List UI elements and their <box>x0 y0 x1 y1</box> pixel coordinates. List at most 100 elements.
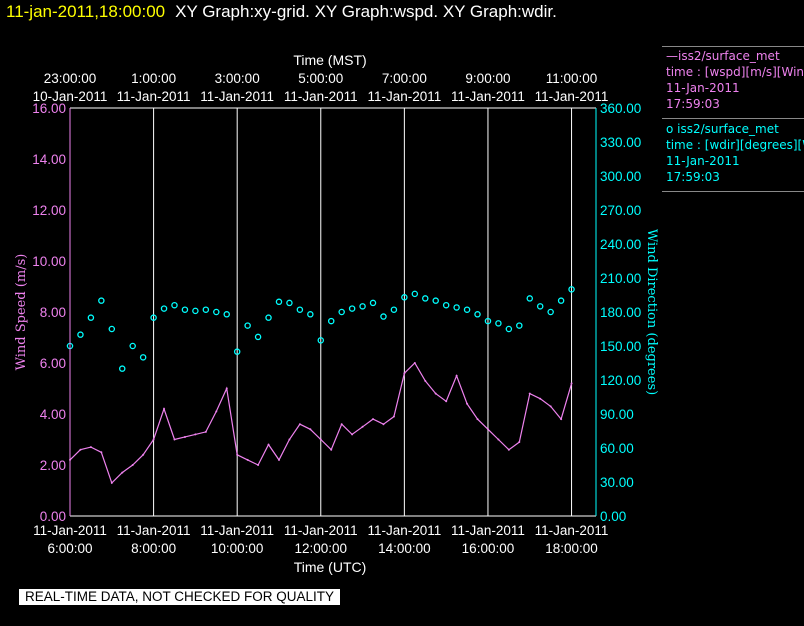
wind-direction-point <box>348 305 356 312</box>
wind-speed-point <box>486 428 489 431</box>
x2-axis-title: Time (MST) <box>293 52 366 68</box>
legend-entry-wspd: —iss2/surface_met time : [wspd][m/s][Win… <box>666 48 804 112</box>
wind-direction-point <box>327 317 335 325</box>
y2-tick-label: 270.00 <box>600 203 641 218</box>
x-tick-date: 11-Jan-2011 <box>117 523 191 538</box>
wind-speed-point <box>434 392 437 395</box>
x-tick-time: 8:00:00 <box>131 541 176 556</box>
wind-direction-point <box>87 314 95 321</box>
wind-direction-point <box>77 331 84 338</box>
y2-tick-label: 180.00 <box>600 305 641 320</box>
wind-direction-point <box>505 325 513 333</box>
wind-speed-series <box>69 362 573 484</box>
legend-wspd-date: 11-Jan-2011 <box>666 81 740 95</box>
wind-speed-point <box>110 481 113 484</box>
wind-speed-point <box>267 443 270 446</box>
wind-direction-point <box>536 303 544 310</box>
wind-direction-point <box>359 303 366 310</box>
x-tick-time: 10:00:00 <box>211 541 264 556</box>
wind-direction-point <box>474 311 481 318</box>
y2-axis-title: Wind Direction (degrees) <box>644 229 659 395</box>
wind-speed-point <box>246 458 249 461</box>
wind-direction-point <box>516 322 523 329</box>
y2-tick-label: 0.00 <box>600 509 626 524</box>
wind-speed-point <box>225 387 228 390</box>
wind-speed-point <box>518 441 521 444</box>
wind-direction-point <box>390 306 398 313</box>
wind-speed-point <box>351 433 354 436</box>
wind-direction-point <box>202 306 210 313</box>
wind-direction-point <box>317 337 325 344</box>
wind-speed-point <box>236 453 239 456</box>
y-axis-title: Wind Speed (m/s) <box>14 254 29 371</box>
wind-direction-point <box>192 307 199 315</box>
x2-tick-time: 9:00:00 <box>465 71 510 86</box>
x2-tick-date: 11-Jan-2011 <box>367 89 441 104</box>
wind-speed-point <box>215 410 218 413</box>
y-tick-label: 14.00 <box>32 152 66 167</box>
y2-tick-label: 210.00 <box>600 271 641 286</box>
y2-tick-label: 120.00 <box>600 373 641 388</box>
wind-speed-point <box>528 392 531 395</box>
x-tick-date: 11-Jan-2011 <box>367 523 441 538</box>
chart-title: 11-jan-2011,18:00:00 XY Graph:xy-grid. XY… <box>6 2 557 22</box>
legend-separator <box>662 191 804 192</box>
wind-direction-point <box>411 290 419 298</box>
wind-speed-point <box>340 423 343 426</box>
wind-direction-point <box>422 295 429 302</box>
x-tick-time: 18:00:00 <box>545 541 598 556</box>
wind-speed-point <box>560 418 563 421</box>
wind-direction-point <box>244 322 251 329</box>
wind-direction-point <box>463 306 471 313</box>
x2-tick-time: 23:00:00 <box>44 71 97 86</box>
wind-direction-point <box>275 298 283 306</box>
wind-direction-point <box>307 311 314 318</box>
x2-tick-date: 11-Jan-2011 <box>535 89 609 104</box>
wind-direction-point <box>442 301 450 309</box>
legend-wdir-date: 11-Jan-2011 <box>666 154 740 168</box>
title-graph-names: XY Graph:xy-grid. XY Graph:wspd. XY Grap… <box>175 2 557 21</box>
wind-direction-point <box>213 308 220 316</box>
wind-direction-point <box>129 342 136 350</box>
wind-speed-point <box>403 372 406 375</box>
wind-direction-point <box>223 311 230 318</box>
wind-direction-point <box>118 365 126 372</box>
wind-direction-point <box>526 295 534 302</box>
wind-direction-point <box>495 320 502 327</box>
wind-direction-point <box>432 297 439 304</box>
legend-separator <box>662 118 804 119</box>
wind-direction-point <box>265 314 272 321</box>
x2-tick-time: 3:00:00 <box>215 71 260 86</box>
wind-speed-point <box>549 405 552 408</box>
wind-direction-series <box>66 286 575 372</box>
quality-notice: REAL-TIME DATA, NOT CHECKED FOR QUALITY <box>19 589 341 605</box>
y-tick-label: 2.00 <box>40 458 66 473</box>
y2-tick-label: 300.00 <box>600 169 641 184</box>
legend-separator <box>662 46 804 47</box>
wind-speed-point <box>79 448 82 451</box>
x2-tick-time: 11:00:00 <box>546 71 598 86</box>
y-tick-label: 12.00 <box>32 203 66 218</box>
wind-direction-point <box>369 299 377 307</box>
wind-speed-point <box>100 451 103 454</box>
wind-speed-point <box>142 453 145 456</box>
x2-tick-date: 11-Jan-2011 <box>200 89 274 104</box>
wind-direction-point <box>254 333 262 341</box>
y-tick-label: 8.00 <box>40 305 66 320</box>
wind-direction-point <box>380 313 387 320</box>
wind-speed-point <box>372 418 375 421</box>
wind-direction-point <box>286 299 293 307</box>
wind-direction-point <box>181 306 189 313</box>
wind-direction-point <box>338 308 345 316</box>
wind-speed-point <box>288 438 291 441</box>
legend-entry-wdir: o iss2/surface_met time : [wdir][degrees… <box>666 121 804 185</box>
wind-speed-point <box>89 446 92 449</box>
wind-speed-point <box>507 448 510 451</box>
wind-speed-point <box>445 400 448 403</box>
x-axis-title: Time (UTC) <box>294 559 367 575</box>
y2-tick-label: 360.00 <box>600 101 641 116</box>
x-tick-time: 14:00:00 <box>378 541 431 556</box>
wind-direction-point <box>557 297 565 304</box>
wind-speed-point <box>455 374 458 377</box>
